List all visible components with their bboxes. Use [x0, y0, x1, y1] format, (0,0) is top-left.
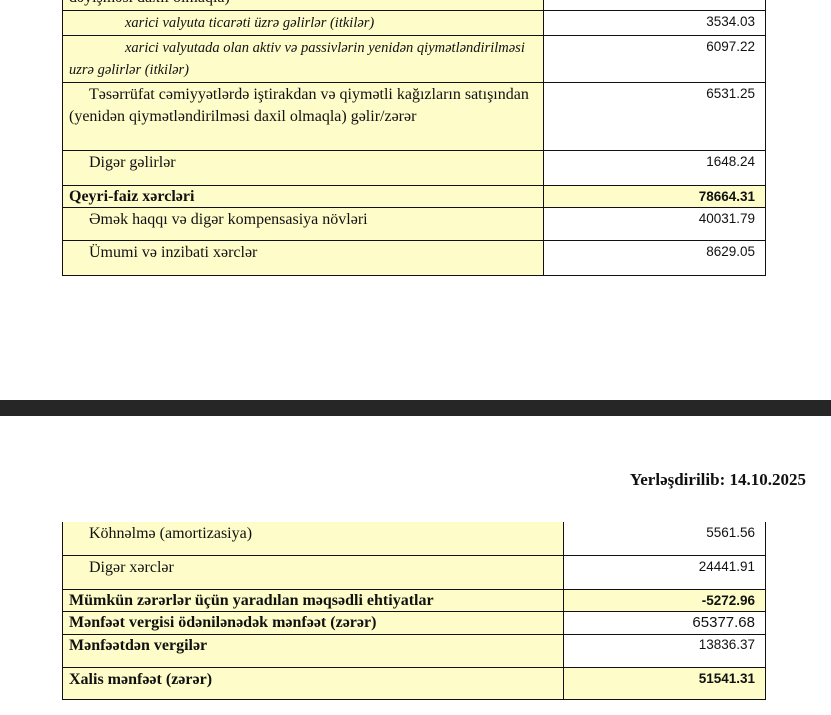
row-value: 40031.79	[543, 207, 766, 241]
row-label: Köhnəlmə (amortizasiya)	[62, 522, 564, 556]
table-row: Mümkün zərərlər üçün yaradılan məqsədli …	[62, 588, 766, 612]
table-row: Xalis mənfəət (zərər) 51541.31	[62, 666, 766, 700]
row-label: Mənfəətdən vergilər	[62, 633, 564, 668]
row-label: Əmək haqqı və digər kompensasiya növləri	[62, 207, 544, 241]
row-value: 24441.91	[563, 554, 766, 590]
row-value: 78664.31	[543, 185, 766, 208]
row-label: dəyişməsi daxil olmaqla)	[62, 0, 544, 11]
publication-date: Yerləşdirilib: 14.10.2025	[629, 470, 806, 489]
row-value: 13836.37	[563, 633, 766, 668]
row-value: 1648.24	[543, 150, 766, 186]
row-label: Mümkün zərərlər üçün yaradılan məqsədli …	[62, 588, 564, 612]
row-value	[543, 0, 766, 11]
row-value: 65377.68	[563, 610, 766, 635]
row-label: Qeyri-faiz xərcləri	[62, 185, 544, 208]
table-row: Digər gəlirlər 1648.24	[62, 150, 766, 186]
row-label: Ümumi və inzibati xərclər	[62, 240, 544, 276]
table-row: Əmək haqqı və digər kompensasiya növləri…	[62, 207, 766, 241]
table-row: Mənfəət vergisi ödənilənədək mənfəət (zə…	[62, 610, 766, 635]
table-row: Digər xərclər 24441.91	[62, 554, 766, 590]
table-row: Mənfəətdən vergilər 13836.37	[62, 633, 766, 668]
income-statement-table: Köhnəlmə (amortizasiya) 5561.56 Digər xə…	[62, 522, 766, 700]
row-value: 3534.03	[543, 10, 766, 36]
table-row: dəyişməsi daxil olmaqla)	[62, 0, 766, 11]
table-row: Köhnəlmə (amortizasiya) 5561.56	[62, 522, 766, 556]
table-row: xarici valyutada olan aktiv və passivlər…	[62, 35, 766, 83]
row-label: Mənfəət vergisi ödənilənədək mənfəət (zə…	[62, 610, 564, 635]
row-label: xarici valyuta ticarəti üzrə gəlirlər (i…	[62, 10, 544, 36]
page-separator	[0, 400, 831, 416]
row-value: 6097.22	[543, 35, 766, 83]
table-row: Qeyri-faiz xərcləri 78664.31	[62, 185, 766, 208]
table-row: Təsərrüfat cəmiyyətlərdə iştirakdan və q…	[62, 82, 766, 151]
row-label: Təsərrüfat cəmiyyətlərdə iştirakdan və q…	[62, 82, 544, 151]
row-label: Digər gəlirlər	[62, 150, 544, 186]
pdf-page-2: Yerləşdirilib: 14.10.2025 Köhnəlmə (amor…	[0, 416, 831, 715]
row-label: Xalis mənfəət (zərər)	[62, 666, 564, 700]
row-value: 51541.31	[563, 666, 766, 700]
pdf-page-1: dəyişməsi daxil olmaqla) xarici valyuta …	[62, 0, 766, 276]
row-value: 8629.05	[543, 240, 766, 276]
row-value: 5561.56	[563, 522, 766, 556]
row-value: -5272.96	[563, 588, 766, 612]
table-row: Ümumi və inzibati xərclər 8629.05	[62, 240, 766, 276]
income-statement-table-continued: dəyişməsi daxil olmaqla) xarici valyuta …	[62, 0, 766, 276]
row-value: 6531.25	[543, 82, 766, 151]
table-row: xarici valyuta ticarəti üzrə gəlirlər (i…	[62, 10, 766, 36]
row-label: Digər xərclər	[62, 554, 564, 590]
row-label: xarici valyutada olan aktiv və passivlər…	[62, 35, 544, 83]
